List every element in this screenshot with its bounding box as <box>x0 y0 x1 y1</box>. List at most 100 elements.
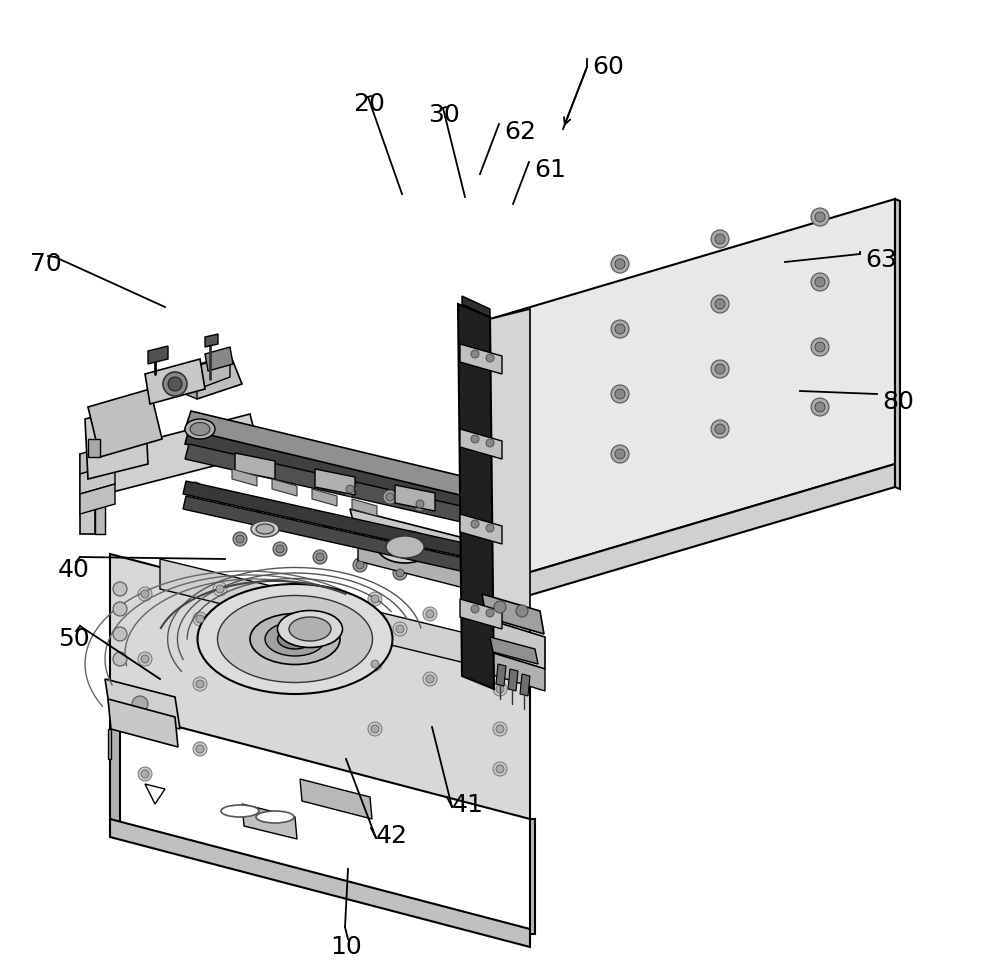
Circle shape <box>141 655 149 664</box>
Ellipse shape <box>378 531 433 563</box>
Circle shape <box>715 234 725 245</box>
Circle shape <box>276 546 284 553</box>
Circle shape <box>356 561 364 570</box>
Polygon shape <box>520 674 530 697</box>
Polygon shape <box>460 515 502 545</box>
Polygon shape <box>185 429 474 510</box>
Circle shape <box>496 645 504 653</box>
Text: 40: 40 <box>58 557 90 581</box>
Circle shape <box>471 351 479 359</box>
Polygon shape <box>185 355 230 394</box>
Circle shape <box>233 532 247 547</box>
Circle shape <box>815 343 825 353</box>
Text: 20: 20 <box>353 92 385 116</box>
Circle shape <box>371 660 379 669</box>
Ellipse shape <box>386 537 424 558</box>
Circle shape <box>711 296 729 314</box>
Circle shape <box>711 421 729 439</box>
Circle shape <box>236 536 244 544</box>
Circle shape <box>811 273 829 292</box>
Polygon shape <box>110 554 530 819</box>
Circle shape <box>221 493 229 502</box>
Text: 63: 63 <box>865 248 897 271</box>
Polygon shape <box>160 559 490 670</box>
Polygon shape <box>80 454 95 535</box>
Circle shape <box>371 595 379 604</box>
Circle shape <box>496 766 504 773</box>
Text: 70: 70 <box>30 252 62 276</box>
Circle shape <box>371 725 379 734</box>
Polygon shape <box>496 665 506 686</box>
Polygon shape <box>312 489 337 507</box>
Circle shape <box>343 483 357 496</box>
Circle shape <box>141 720 149 729</box>
Circle shape <box>493 642 507 656</box>
Polygon shape <box>108 730 111 760</box>
Polygon shape <box>458 304 494 689</box>
Circle shape <box>615 260 625 269</box>
Circle shape <box>333 610 347 624</box>
Polygon shape <box>460 345 502 375</box>
Polygon shape <box>315 470 355 495</box>
Circle shape <box>256 502 264 510</box>
Circle shape <box>426 675 434 683</box>
Circle shape <box>368 592 382 607</box>
Circle shape <box>368 722 382 736</box>
Circle shape <box>273 597 287 611</box>
Circle shape <box>493 763 507 776</box>
Ellipse shape <box>190 423 210 436</box>
Polygon shape <box>205 348 233 372</box>
Circle shape <box>113 652 127 667</box>
Circle shape <box>471 520 479 528</box>
Polygon shape <box>490 638 538 665</box>
Circle shape <box>138 717 152 732</box>
Circle shape <box>396 625 404 634</box>
Circle shape <box>516 606 528 617</box>
Circle shape <box>326 517 334 525</box>
Polygon shape <box>508 670 518 691</box>
Polygon shape <box>895 200 900 489</box>
Polygon shape <box>105 679 180 730</box>
Polygon shape <box>482 594 544 635</box>
Circle shape <box>615 325 625 334</box>
Polygon shape <box>480 617 545 670</box>
Circle shape <box>168 378 182 391</box>
Polygon shape <box>108 700 178 747</box>
Circle shape <box>396 570 404 578</box>
Circle shape <box>815 213 825 223</box>
Polygon shape <box>85 405 148 480</box>
Circle shape <box>611 321 629 338</box>
Text: 30: 30 <box>428 103 460 127</box>
Polygon shape <box>460 600 502 629</box>
Polygon shape <box>80 464 115 494</box>
Ellipse shape <box>185 420 215 440</box>
Circle shape <box>196 615 204 623</box>
Polygon shape <box>110 709 120 825</box>
Polygon shape <box>185 445 474 524</box>
Ellipse shape <box>251 521 279 538</box>
Circle shape <box>486 440 494 448</box>
Circle shape <box>291 510 299 517</box>
Polygon shape <box>242 804 297 839</box>
Polygon shape <box>350 510 468 570</box>
Polygon shape <box>272 480 297 496</box>
Text: 10: 10 <box>330 934 362 958</box>
Circle shape <box>113 603 127 616</box>
Circle shape <box>416 500 424 509</box>
Polygon shape <box>88 440 100 457</box>
Circle shape <box>393 622 407 637</box>
Circle shape <box>288 507 302 520</box>
Polygon shape <box>80 445 115 475</box>
Circle shape <box>423 608 437 621</box>
Circle shape <box>423 672 437 686</box>
Circle shape <box>471 606 479 613</box>
Circle shape <box>426 610 434 618</box>
Circle shape <box>138 587 152 602</box>
Polygon shape <box>185 369 197 399</box>
Circle shape <box>486 610 494 617</box>
Circle shape <box>811 338 829 357</box>
Ellipse shape <box>278 610 343 648</box>
Text: 41: 41 <box>452 793 484 816</box>
Text: 62: 62 <box>504 120 536 143</box>
Circle shape <box>353 558 367 573</box>
